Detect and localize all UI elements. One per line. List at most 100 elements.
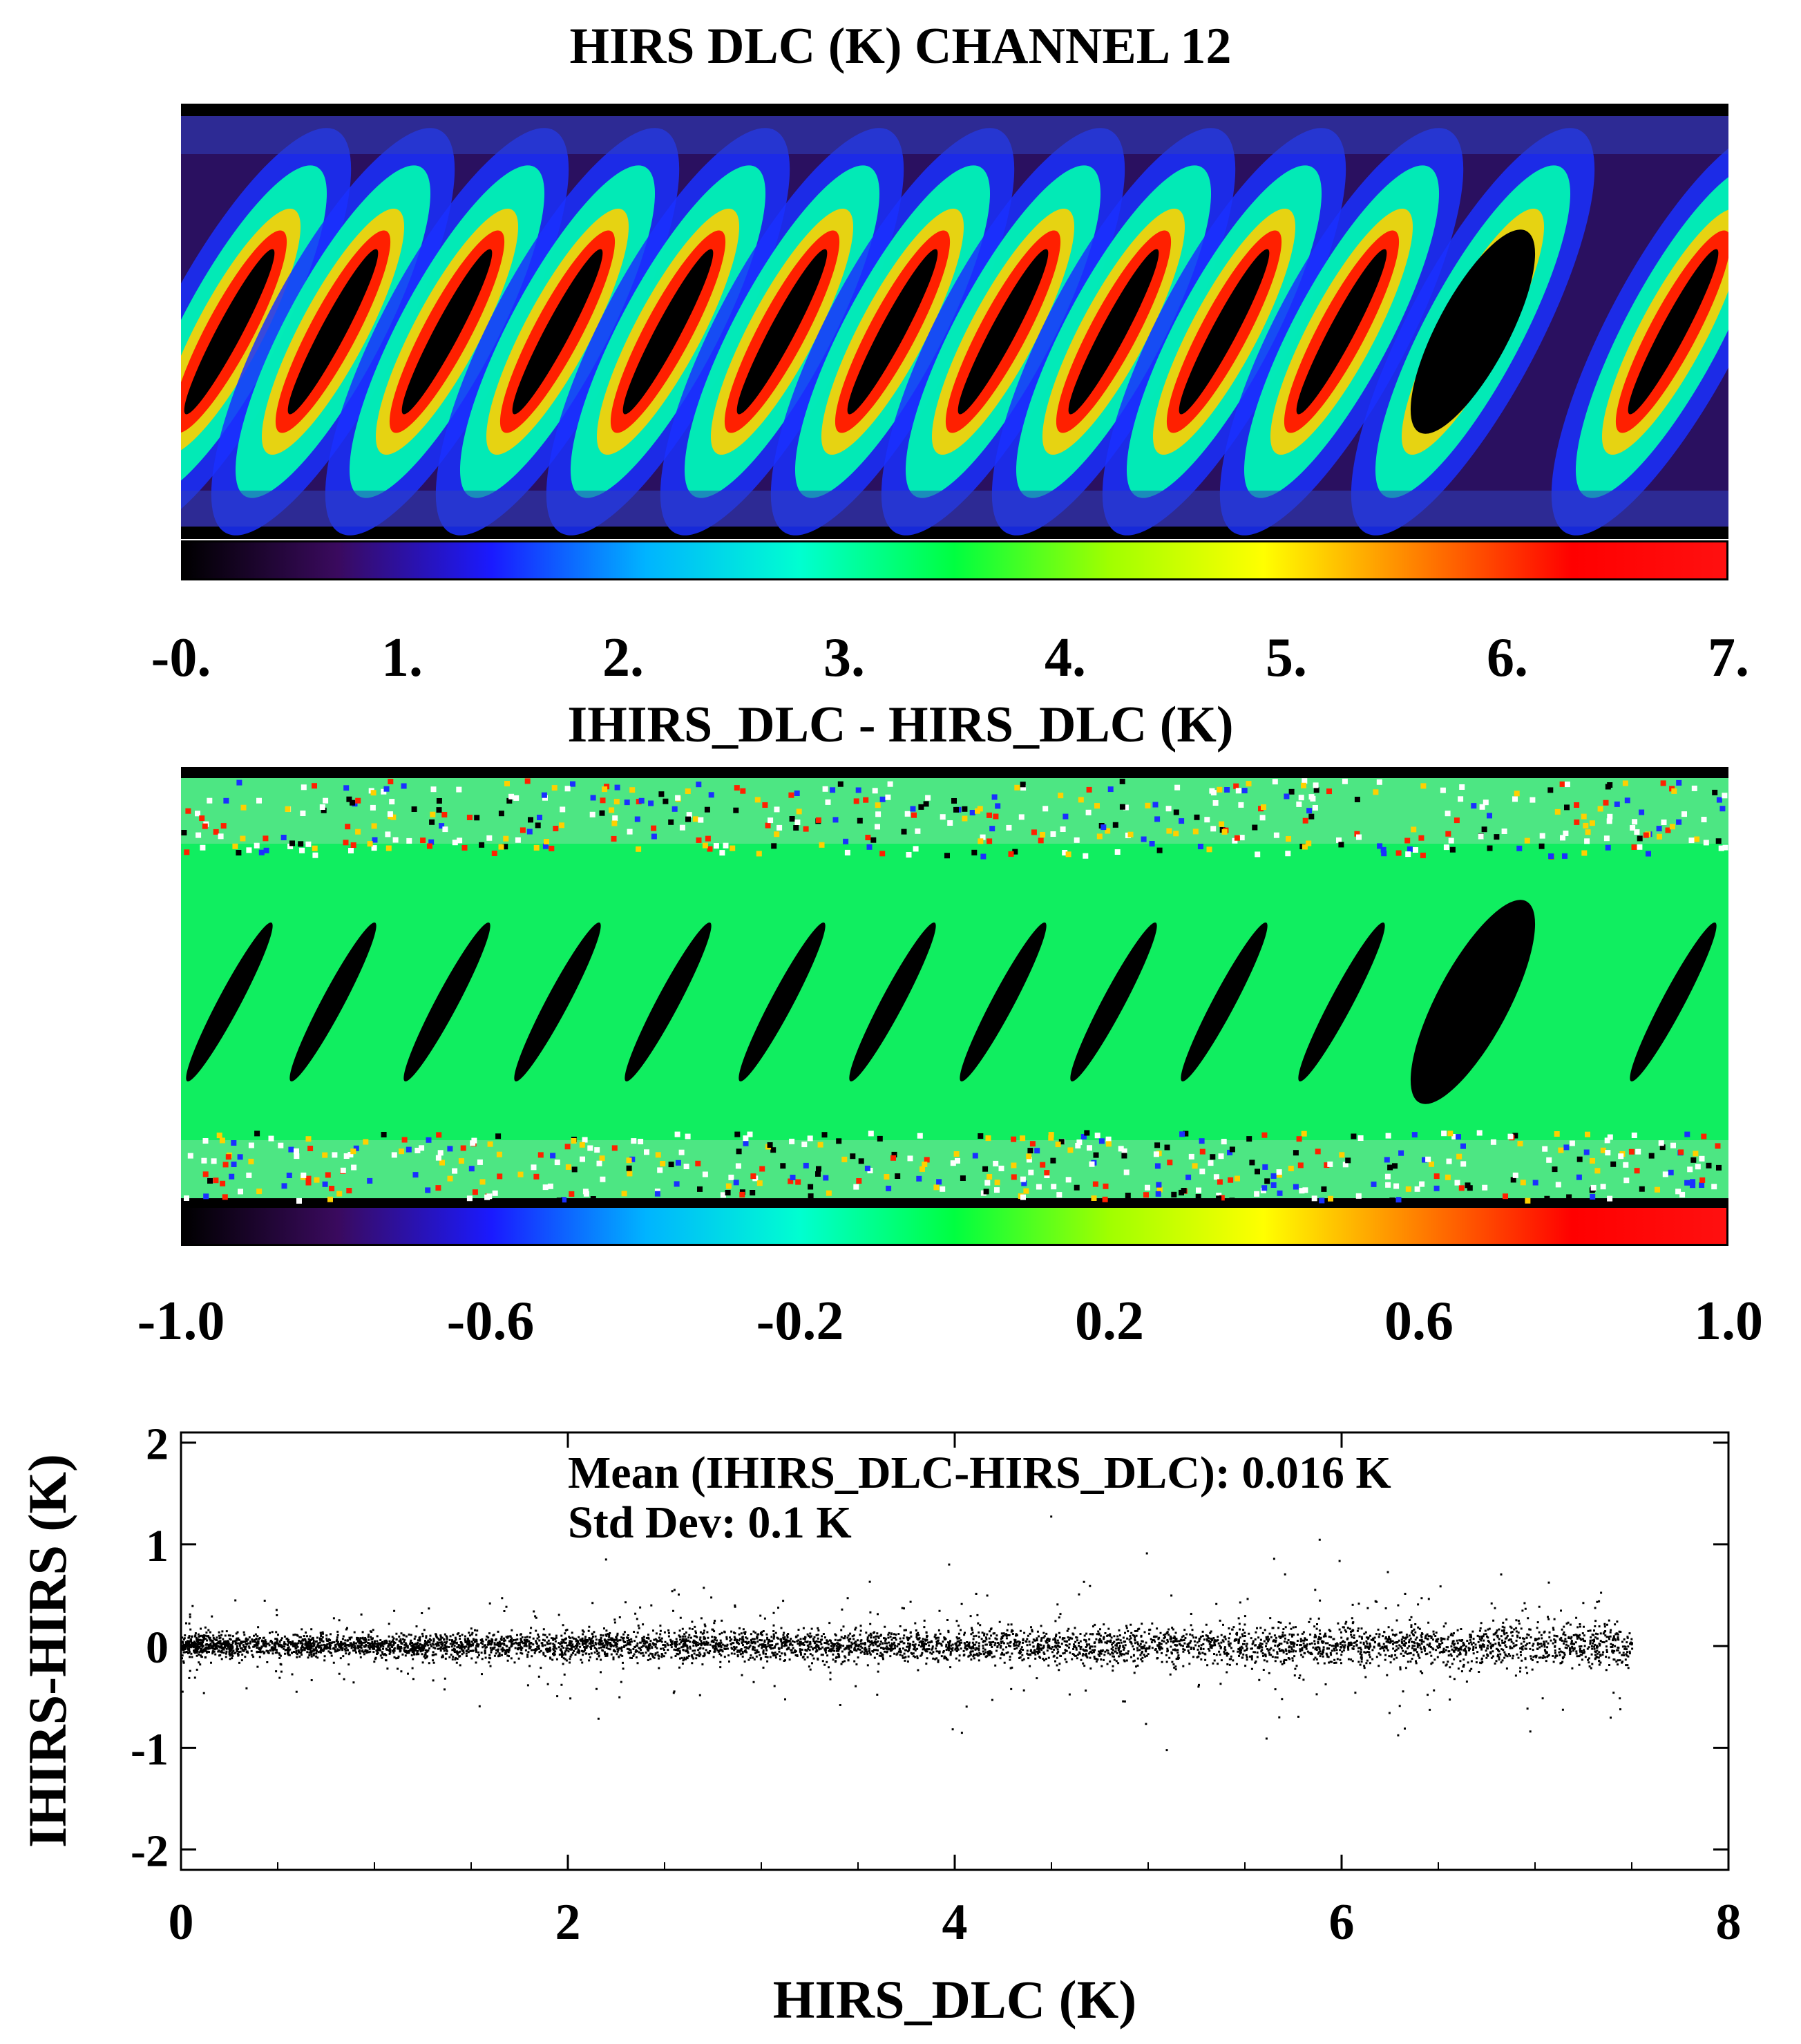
noise-pixel xyxy=(1058,1139,1065,1145)
y-tick-label: -2 xyxy=(131,1826,169,1877)
noise-pixel xyxy=(414,1148,421,1153)
noise-pixel xyxy=(1173,831,1179,837)
noise-pixel xyxy=(280,835,287,840)
y-tick-label: 2 xyxy=(146,1419,169,1470)
noise-pixel xyxy=(343,840,349,846)
noise-pixel xyxy=(1235,1175,1240,1182)
noise-pixel xyxy=(305,1180,312,1186)
noise-pixel xyxy=(1622,780,1628,786)
noise-pixel xyxy=(788,792,794,798)
swath-gap xyxy=(1630,922,1717,1082)
noise-pixel xyxy=(218,833,224,840)
noise-pixel xyxy=(1454,817,1460,824)
noise-pixel xyxy=(836,1138,842,1144)
noise-pixel xyxy=(246,1172,252,1178)
noise-pixel xyxy=(1718,845,1724,851)
noise-pixel xyxy=(202,823,208,829)
noise-pixel xyxy=(1195,1194,1201,1200)
noise-pixel xyxy=(1212,800,1219,806)
noise-pixel xyxy=(1270,1182,1277,1188)
noise-pixel xyxy=(1065,1177,1071,1183)
noise-pixel xyxy=(1293,1184,1299,1190)
noise-pixel xyxy=(1312,805,1318,811)
noise-pixel xyxy=(817,1142,823,1148)
noise-pixel xyxy=(301,1172,307,1178)
noise-pixel xyxy=(298,841,304,847)
swath-gap xyxy=(403,922,490,1082)
map1-tick: 3. xyxy=(823,627,865,688)
noise-pixel xyxy=(1393,1183,1400,1189)
noise-pixel xyxy=(1125,1193,1131,1198)
noise-pixel xyxy=(1183,1130,1189,1137)
map2-tick: 0.6 xyxy=(1384,1291,1454,1352)
noise-pixel xyxy=(1105,1141,1112,1147)
noise-pixel xyxy=(348,848,354,853)
noise-pixel xyxy=(202,1138,209,1144)
noise-pixel xyxy=(705,835,711,842)
noise-pixel xyxy=(1631,1133,1637,1138)
noise-pixel xyxy=(1494,834,1500,840)
noise-pixel xyxy=(1208,1160,1214,1166)
noise-pixel xyxy=(1297,1162,1304,1168)
noise-pixel xyxy=(796,808,802,815)
noise-pixel xyxy=(504,781,510,786)
noise-pixel xyxy=(830,787,836,793)
noise-pixel xyxy=(907,1155,913,1162)
noise-pixel xyxy=(911,812,917,818)
noise-pixel xyxy=(660,1161,666,1166)
noise-pixel xyxy=(776,824,783,831)
noise-pixel xyxy=(1055,1142,1061,1148)
noise-pixel xyxy=(1679,1191,1686,1198)
noise-pixel xyxy=(491,851,497,856)
noise-pixel xyxy=(1027,1148,1033,1154)
noise-pixel xyxy=(340,1167,346,1173)
noise-pixel xyxy=(884,1174,890,1180)
noise-pixel xyxy=(533,844,540,851)
noise-pixel xyxy=(971,849,978,855)
noise-pixel xyxy=(388,779,394,784)
noise-pixel xyxy=(611,820,618,826)
noise-pixel xyxy=(254,842,260,849)
noise-pixel xyxy=(636,846,642,852)
noise-pixel xyxy=(1547,787,1554,793)
noise-pixel xyxy=(1042,806,1049,812)
noise-pixel xyxy=(187,1153,193,1159)
noise-pixel xyxy=(1060,826,1066,832)
noise-pixel xyxy=(1411,1132,1418,1138)
noise-pixel xyxy=(1670,1142,1676,1148)
noise-pixel xyxy=(1246,1136,1252,1142)
noise-pixel xyxy=(1040,832,1046,838)
noise-pixel xyxy=(626,1165,632,1171)
noise-pixel xyxy=(497,1173,503,1180)
noise-pixel xyxy=(1051,1184,1057,1190)
noise-pixel xyxy=(1020,782,1026,788)
noise-pixel xyxy=(987,812,992,818)
noise-pixel xyxy=(1351,1133,1357,1139)
noise-pixel xyxy=(1693,1151,1699,1157)
noise-pixel xyxy=(571,1138,577,1144)
noise-pixel xyxy=(472,1189,478,1195)
swath-gap xyxy=(960,922,1047,1082)
noise-pixel xyxy=(1286,836,1291,842)
noise-pixel xyxy=(389,799,395,805)
noise-pixel xyxy=(1119,804,1125,810)
noise-pixel xyxy=(1668,1169,1674,1175)
noise-pixel xyxy=(895,1173,901,1179)
noise-pixel xyxy=(875,811,882,817)
x-tick-label: 4 xyxy=(942,1894,968,1951)
noise-pixel xyxy=(1235,788,1241,794)
noise-pixel xyxy=(1425,1156,1431,1162)
noise-pixel xyxy=(456,786,462,793)
map2-colorbar xyxy=(181,1206,1728,1246)
noise-pixel xyxy=(1241,788,1248,794)
annotation-mean: Mean (IHIRS_DLC-HIRS_DLC): 0.016 K xyxy=(568,1448,1391,1498)
noise-pixel xyxy=(406,1146,412,1153)
noise-pixel xyxy=(1210,790,1217,796)
noise-pixel xyxy=(1564,782,1570,788)
noise-pixel xyxy=(1156,847,1163,853)
x-tick-label: 2 xyxy=(555,1894,581,1951)
noise-pixel xyxy=(419,1145,425,1151)
noise-pixel xyxy=(223,797,229,804)
noise-pixel xyxy=(1657,833,1662,840)
noise-pixel xyxy=(969,810,975,815)
